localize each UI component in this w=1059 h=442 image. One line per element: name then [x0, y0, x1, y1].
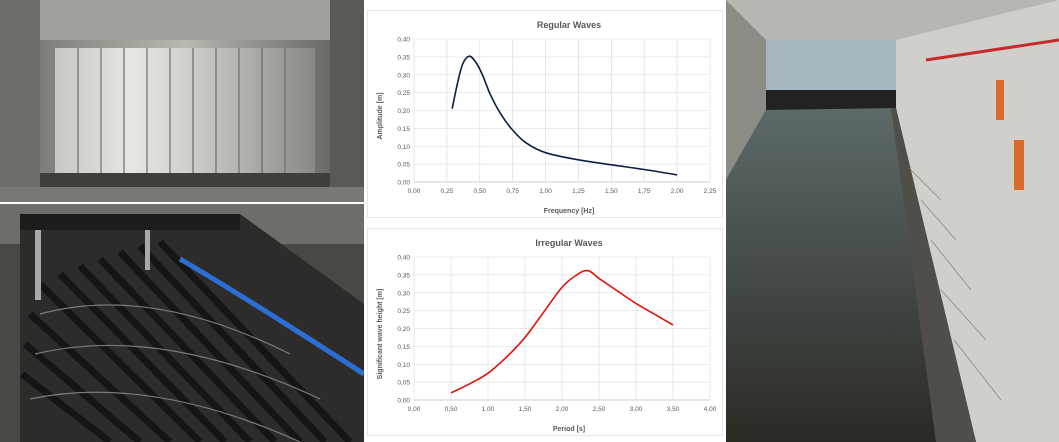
x-tick-label: 3,50	[667, 406, 680, 413]
x-tick-label: 2,00	[556, 406, 569, 413]
x-axis-label: Frequency [Hz]	[544, 208, 595, 215]
x-tick-label: 0,25	[441, 188, 454, 195]
y-tick-label: 0,20	[397, 108, 410, 115]
irregular-waves-chart-panel: Irregular Waves Significant wave height …	[367, 228, 723, 436]
regular-waves-chart: Regular Waves Amplitude [m] Frequency [H…	[377, 20, 717, 215]
absorber-image	[0, 204, 364, 442]
y-tick-label: 0,30	[397, 72, 410, 79]
y-tick-label: 0,40	[397, 255, 410, 262]
x-tick-label: 3,00	[630, 406, 643, 413]
irregular-waves-chart: Irregular Waves Significant wave height …	[377, 238, 717, 433]
x-tick-label: 1,50	[605, 188, 618, 195]
x-tick-label: 4,00	[704, 406, 717, 413]
x-tick-label: 1,00	[482, 406, 495, 413]
x-tick-label: 1,75	[638, 188, 651, 195]
x-tick-label: 2,00	[671, 188, 684, 195]
chart-title: Regular Waves	[537, 20, 601, 30]
flume-image	[726, 0, 1059, 442]
y-tick-label: 0,10	[397, 362, 410, 369]
y-tick-label: 0,00	[397, 180, 410, 187]
wavemaker-image	[0, 0, 364, 202]
x-tick-label: 1,25	[572, 188, 585, 195]
y-tick-label: 0,35	[397, 54, 410, 61]
y-tick-label: 0,35	[397, 272, 410, 279]
photo-flume	[726, 0, 1059, 442]
x-tick-label: 1,50	[519, 406, 532, 413]
x-tick-label: 0,00	[408, 406, 421, 413]
regular-waves-chart-panel: Regular Waves Amplitude [m] Frequency [H…	[367, 10, 723, 218]
y-tick-label: 0,05	[397, 162, 410, 169]
x-tick-label: 0,50	[445, 406, 458, 413]
y-tick-label: 0,15	[397, 344, 410, 351]
x-axis-label: Period [s]	[553, 426, 585, 433]
y-tick-label: 0,15	[397, 126, 410, 133]
y-axis-label: Amplitude [m]	[377, 92, 384, 139]
y-tick-label: 0,25	[397, 308, 410, 315]
y-tick-label: 0,30	[397, 290, 410, 297]
y-tick-label: 0,00	[397, 398, 410, 405]
y-tick-label: 0,05	[397, 380, 410, 387]
x-tick-label: 2,50	[593, 406, 606, 413]
x-tick-label: 2,25	[704, 188, 717, 195]
x-tick-label: 0,00	[408, 188, 421, 195]
series-line	[450, 269, 674, 394]
y-tick-label: 0,40	[397, 37, 410, 44]
photo-absorber	[0, 204, 364, 442]
photo-wavemaker	[0, 0, 364, 202]
y-tick-label: 0,10	[397, 144, 410, 151]
x-tick-label: 0,50	[473, 188, 486, 195]
series-line	[451, 55, 678, 176]
y-tick-label: 0,20	[397, 326, 410, 333]
x-tick-label: 0,75	[506, 188, 519, 195]
x-tick-label: 1,00	[539, 188, 552, 195]
y-axis-label: Significant wave height [m]	[377, 289, 384, 380]
chart-title: Irregular Waves	[535, 238, 602, 248]
y-tick-label: 0,25	[397, 90, 410, 97]
